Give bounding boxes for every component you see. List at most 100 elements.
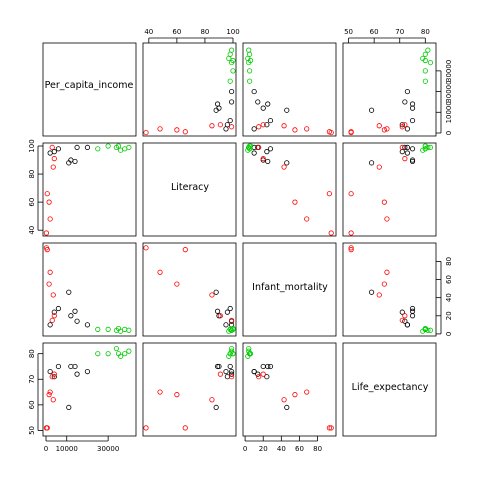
point-red-0-per-capita-income-vs-literacy [143, 129, 149, 136]
point-green-1-life-expectancy-vs-per-capita-income [113, 345, 120, 352]
point-green-6-life-expectancy-vs-literacy [230, 351, 236, 357]
point-red-6-literacy-vs-life-expectancy [402, 156, 408, 162]
point-black-1-literacy-vs-infant-mortality [264, 149, 270, 155]
point-green-6-infant-mortality-vs-per-capita-income [105, 326, 111, 332]
point-red-4-life-expectancy-vs-literacy [228, 374, 235, 380]
point-black-6-infant-mortality-vs-literacy [214, 308, 221, 314]
point-green-2-per-capita-income-vs-literacy [230, 57, 236, 64]
point-red-1-infant-mortality-vs-literacy [182, 247, 188, 253]
point-black-3-life-expectancy-vs-per-capita-income [68, 363, 74, 370]
diagonal-label-life-expectancy: Life_expectancy [352, 382, 429, 393]
point-black-1-literacy-vs-per-capita-income [51, 149, 57, 155]
point-green-6-life-expectancy-vs-infant-mortality [247, 351, 253, 357]
point-red-3-infant-mortality-vs-literacy [157, 269, 163, 275]
point-green-3-per-capita-income-vs-literacy [226, 55, 232, 62]
right-tick-label-infant-mortality-40: 40 [445, 293, 453, 302]
top-tick-label-life-expectancy-80: 80 [421, 28, 430, 36]
point-black-7-per-capita-income-vs-literacy [228, 88, 235, 95]
point-green-5-literacy-vs-per-capita-income [126, 144, 132, 151]
point-black-4-per-capita-income-vs-life-expectancy [368, 107, 375, 113]
point-red-1-literacy-vs-infant-mortality [326, 191, 332, 197]
point-green-5-infant-mortality-vs-per-capita-income [126, 327, 132, 333]
point-black-2-literacy-vs-per-capita-income [55, 146, 62, 152]
point-red-0-literacy-vs-infant-mortality [328, 230, 334, 236]
point-green-5-life-expectancy-vs-infant-mortality [246, 348, 252, 354]
top-tick-label-life-expectancy-50: 50 [344, 28, 353, 36]
top-tick-label-life-expectancy-60: 60 [370, 28, 379, 36]
point-black-3-infant-mortality-vs-per-capita-income [68, 313, 74, 319]
panel-frame-literacy-vs-life-expectancy [342, 142, 437, 237]
point-black-4-life-expectancy-vs-per-capita-income [66, 404, 72, 411]
point-red-2-infant-mortality-vs-literacy [174, 281, 180, 287]
panel-frame-literacy-vs-literacy [142, 142, 237, 237]
point-green-3-per-capita-income-vs-infant-mortality [245, 55, 251, 62]
point-red-4-infant-mortality-vs-life-expectancy [399, 317, 405, 323]
point-black-4-literacy-vs-life-expectancy [368, 160, 375, 166]
point-green-5-life-expectancy-vs-per-capita-income [126, 348, 132, 354]
point-black-1-per-capita-income-vs-literacy [224, 122, 230, 128]
point-red-1-per-capita-income-vs-life-expectancy [348, 129, 354, 135]
bottom-tick-label-infant-mortality-40: 40 [277, 445, 286, 453]
panel-frame-life-expectancy-vs-literacy [142, 342, 237, 437]
point-red-4-infant-mortality-vs-per-capita-income [49, 317, 55, 323]
point-red-2-per-capita-income-vs-infant-mortality [292, 127, 298, 133]
point-green-4-infant-mortality-vs-per-capita-income [122, 326, 128, 332]
point-black-6-infant-mortality-vs-per-capita-income [72, 308, 78, 314]
point-black-5-life-expectancy-vs-infant-mortality [255, 371, 261, 377]
point-green-3-life-expectancy-vs-per-capita-income [117, 353, 124, 359]
diagonal-label-infant-mortality: Infant_mortality [252, 282, 328, 293]
point-red-0-literacy-vs-per-capita-income [43, 230, 50, 236]
left-tick-label-literacy-100: 100 [28, 139, 36, 152]
point-red-5-infant-mortality-vs-life-expectancy [376, 292, 382, 298]
point-red-3-per-capita-income-vs-infant-mortality [304, 126, 310, 132]
point-black-6-life-expectancy-vs-literacy [214, 363, 221, 370]
point-red-2-infant-mortality-vs-life-expectancy [381, 281, 387, 287]
point-red-6-per-capita-income-vs-infant-mortality [260, 122, 266, 128]
point-green-4-life-expectancy-vs-per-capita-income [122, 351, 128, 357]
top-tick-label-literacy-40: 40 [144, 28, 153, 36]
point-green-3-infant-mortality-vs-per-capita-income [117, 328, 124, 334]
point-green-6-literacy-vs-infant-mortality [247, 143, 253, 149]
point-black-2-per-capita-income-vs-life-expectancy [409, 117, 416, 124]
point-red-0-infant-mortality-vs-literacy [143, 245, 149, 251]
point-green-1-per-capita-income-vs-life-expectancy [427, 59, 434, 66]
point-black-0-per-capita-income-vs-infant-mortality [251, 126, 257, 132]
point-red-3-infant-mortality-vs-per-capita-income [47, 269, 53, 275]
point-red-0-literacy-vs-life-expectancy [348, 230, 354, 236]
panel-frame-literacy-vs-infant-mortality [242, 142, 337, 237]
point-red-5-infant-mortality-vs-per-capita-income [50, 292, 56, 298]
point-black-6-per-capita-income-vs-life-expectancy [409, 101, 416, 107]
point-green-4-per-capita-income-vs-infant-mortality [247, 51, 253, 57]
point-green-6-infant-mortality-vs-literacy [230, 326, 236, 332]
point-red-5-literacy-vs-life-expectancy [376, 164, 382, 170]
point-red-2-life-expectancy-vs-per-capita-income [46, 392, 52, 398]
point-black-1-life-expectancy-vs-literacy [224, 374, 230, 380]
point-green-0-life-expectancy-vs-per-capita-income [95, 351, 101, 357]
bottom-tick-label-infant-mortality-20: 20 [259, 445, 268, 453]
point-red-6-per-capita-income-vs-literacy [217, 122, 223, 128]
point-red-3-literacy-vs-per-capita-income [47, 216, 53, 222]
left-tick-label-literacy-40: 40 [28, 226, 36, 235]
point-black-2-life-expectancy-vs-literacy [227, 363, 233, 370]
point-black-6-life-expectancy-vs-per-capita-income [72, 363, 78, 370]
point-red-3-per-capita-income-vs-literacy [157, 126, 163, 132]
point-black-5-literacy-vs-life-expectancy [402, 144, 408, 151]
diagonal-label-per-capita-income: Per_capita_income [45, 80, 134, 91]
point-red-1-literacy-vs-life-expectancy [348, 191, 354, 197]
point-red-1-life-expectancy-vs-per-capita-income [44, 425, 50, 431]
point-black-4-life-expectancy-vs-literacy [213, 404, 219, 411]
point-green-0-per-capita-income-vs-life-expectancy [422, 78, 428, 84]
point-black-0-per-capita-income-vs-literacy [223, 126, 229, 132]
point-black-2-life-expectancy-vs-infant-mortality [267, 363, 274, 370]
point-red-6-literacy-vs-infant-mortality [260, 156, 266, 162]
point-red-1-per-capita-income-vs-infant-mortality [326, 129, 332, 135]
point-green-6-literacy-vs-life-expectancy [422, 143, 428, 149]
point-black-2-per-capita-income-vs-infant-mortality [267, 117, 274, 124]
point-black-7-life-expectancy-vs-per-capita-income [84, 368, 91, 375]
point-red-3-per-capita-income-vs-life-expectancy [384, 126, 390, 132]
right-tick-label-per-capita-income-20000: 30000 [445, 80, 453, 102]
point-black-3-infant-mortality-vs-literacy [216, 313, 222, 319]
point-black-5-infant-mortality-vs-per-capita-income [74, 318, 80, 324]
point-black-3-infant-mortality-vs-life-expectancy [409, 313, 416, 319]
